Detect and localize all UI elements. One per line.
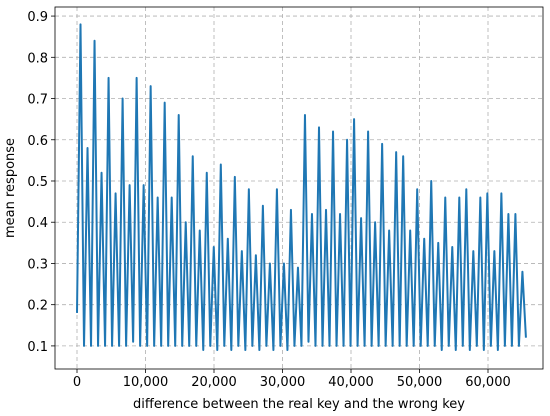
- y-tick-label: 0.5: [27, 175, 48, 190]
- x-tick-label: 30,000: [260, 375, 306, 390]
- y-tick-label: 0.2: [27, 299, 48, 314]
- y-tick-label: 0.8: [27, 51, 48, 66]
- data-line: [76, 23, 527, 352]
- y-tick-label: 0.6: [27, 134, 48, 149]
- x-tick-label: 60,000: [465, 375, 511, 390]
- y-axis-label: mean response: [3, 138, 18, 238]
- x-tick-label: 0: [73, 375, 81, 390]
- y-tick-label: 0.3: [27, 257, 48, 272]
- plot-frame: [54, 6, 544, 370]
- x-axis-label: difference between the real key and the …: [133, 397, 465, 412]
- x-tick-label: 10,000: [123, 375, 169, 390]
- y-tick-label: 0.9: [27, 10, 48, 25]
- x-tick-label: 50,000: [397, 375, 443, 390]
- y-tick-label: 0.7: [27, 93, 48, 108]
- x-tick-label: 40,000: [328, 375, 374, 390]
- x-tick-label: 20,000: [191, 375, 237, 390]
- y-tick-label: 0.1: [27, 340, 48, 355]
- y-tick-label: 0.4: [27, 216, 48, 231]
